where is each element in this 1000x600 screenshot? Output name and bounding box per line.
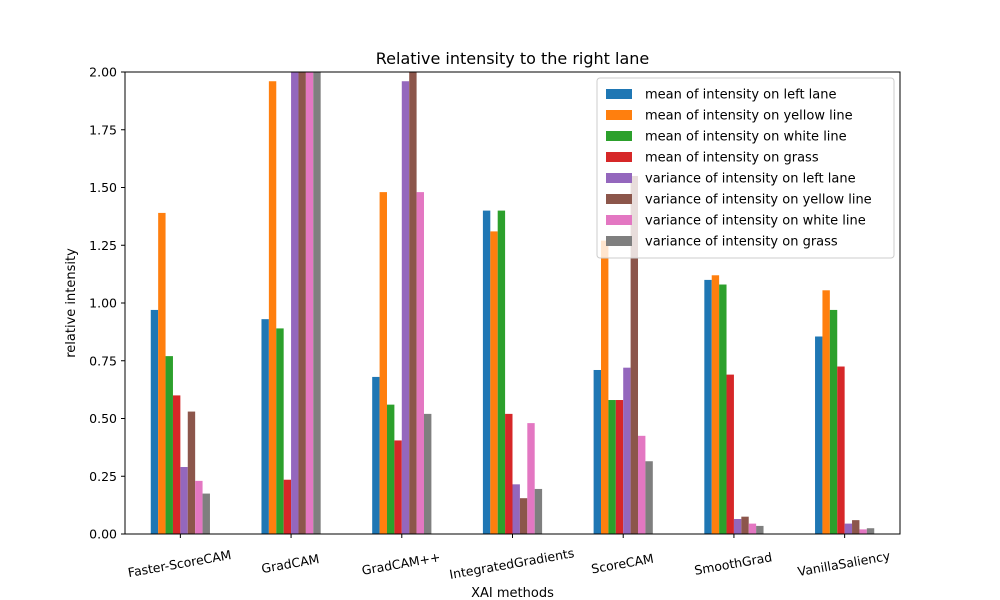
bar-integratedgradients-series-5 [512,484,520,534]
bar-gradcam--series-1 [372,376,380,534]
x-tick-label: ScoreCAM [590,551,655,577]
legend-box [596,77,895,259]
bar-scorecam-series-2 [601,240,609,534]
legend-swatch [606,215,632,225]
y-tick-label: 1.50 [89,180,117,195]
legend-swatch [606,152,632,162]
legend-swatch [606,173,632,183]
bar-vanillasaliency-series-7 [859,529,867,534]
x-tick-label: IntegratedGradients [448,545,575,582]
legend-entry: mean of intensity on white line [645,130,847,145]
y-tick-label: 0.00 [89,527,117,542]
y-tick-label: 0.75 [89,353,117,368]
bar-gradcam--series-6 [409,72,417,534]
bar-scorecam-series-5 [623,367,631,534]
bar-integratedgradients-series-3 [497,210,506,534]
bar-integratedgradients-series-1 [482,210,491,534]
bar-vanillasaliency-series-6 [852,520,860,534]
bar-gradcam-series-8 [313,72,321,534]
legend-entry: mean of intensity on left lane [645,88,836,103]
bar-scorecam-series-8 [645,461,653,534]
y-axis: 0.00 0.25 0.50 0.75 1.00 1.25 1.50 1.75 2.00 [89,65,125,542]
chart-title: Relative intensity to the right lane [376,49,649,68]
legend-swatch [606,236,632,246]
bar-faster-scorecam-series-3 [165,356,173,534]
bar-vanillasaliency-series-1 [815,336,823,534]
legend-entry: variance of intensity on yellow line [645,193,872,208]
bar-gradcam--series-4 [394,440,402,534]
legend-entry: mean of intensity on grass [645,151,819,166]
bar-smoothgrad-series-4 [726,374,734,534]
y-tick-label: 1.25 [89,238,117,253]
legend-swatch [606,89,632,99]
bar-faster-scorecam-series-7 [195,480,203,534]
bar-gradcam-series-6 [298,72,306,534]
bar-gradcam--series-3 [386,404,395,534]
bar-gradcam-series-7 [305,72,314,534]
x-axis: Faster-ScoreCAM GradCAM GradCAM++ Integrate… [127,534,892,582]
bar-scorecam-series-7 [638,435,646,534]
bar-vanillasaliency-series-2 [822,290,830,534]
bar-faster-scorecam-series-8 [202,493,210,534]
legend-entry: variance of intensity on left lane [645,172,856,187]
legend-entry: mean of intensity on yellow line [645,109,853,124]
y-tick-label: 0.50 [89,411,117,426]
bar-gradcam-series-4 [283,479,292,534]
bar-gradcam--series-7 [416,192,424,534]
bar-gradcam--series-2 [379,192,387,534]
bar-scorecam-series-4 [615,400,624,534]
x-axis-label: XAI methods [471,586,554,600]
bar-gradcam--series-5 [401,81,410,535]
bar-smoothgrad-series-5 [733,518,742,534]
legend-entry: variance of intensity on grass [645,235,838,250]
x-tick-label: SmoothGrad [693,549,773,577]
bar-vanillasaliency-series-5 [844,523,853,534]
bar-integratedgradients-series-6 [519,498,528,534]
bars-layer [150,72,875,535]
bar-gradcam-series-5 [291,72,299,534]
bar-faster-scorecam-series-5 [180,467,188,534]
y-tick-label: 1.00 [89,296,117,311]
bar-gradcam--series-8 [423,413,432,534]
bar-integratedgradients-series-4 [505,413,513,534]
y-tick-label: 0.25 [89,469,117,484]
y-axis-label: relative intensity [64,248,79,358]
bar-scorecam-series-1 [593,369,602,534]
bar-scorecam-series-3 [608,400,616,534]
y-tick-label: 2.00 [89,65,117,80]
bar-gradcam-series-1 [261,319,269,534]
bar-smoothgrad-series-6 [741,516,749,534]
bar-smoothgrad-series-3 [719,284,727,534]
legend: mean of intensity on left lane mean of in… [596,77,895,259]
x-tick-label: VanillaSaliency [796,548,891,579]
bar-vanillasaliency-series-8 [866,528,875,534]
x-tick-label: Faster-ScoreCAM [127,547,233,580]
bar-gradcam-series-3 [276,328,284,534]
bar-faster-scorecam-series-1 [150,309,159,534]
bar-faster-scorecam-series-2 [158,212,166,534]
legend-swatch [606,194,632,204]
y-tick-label: 1.75 [89,122,117,137]
bar-vanillasaliency-series-4 [837,366,845,534]
bar-smoothgrad-series-8 [756,525,764,534]
bar-vanillasaliency-series-3 [829,309,838,534]
bar-integratedgradients-series-7 [527,423,535,534]
legend-swatch [606,110,632,120]
bar-faster-scorecam-series-6 [187,411,196,534]
bar-scorecam-series-6 [630,175,639,534]
bar-faster-scorecam-series-4 [172,395,181,534]
x-tick-label: GradCAM++ [361,549,442,578]
bar-smoothgrad-series-2 [711,275,720,534]
bar-smoothgrad-series-1 [704,279,712,534]
bar-integratedgradients-series-2 [490,231,498,534]
legend-entry: variance of intensity on white line [645,214,866,229]
bar-integratedgradients-series-8 [534,488,543,534]
bar-gradcam-series-2 [268,81,277,535]
x-tick-label: GradCAM [260,551,320,576]
legend-swatch [606,131,632,141]
bar-smoothgrad-series-7 [748,523,757,534]
